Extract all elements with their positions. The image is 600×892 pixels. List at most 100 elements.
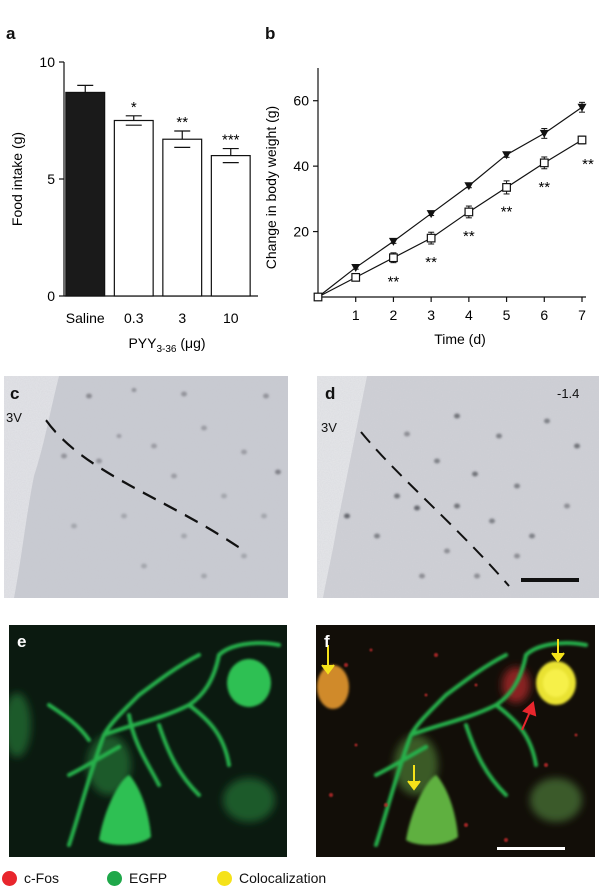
colocalization-arrows [321, 639, 565, 791]
x-tick-label: 7 [578, 307, 586, 323]
y-axis-title: Food intake (g) [9, 132, 25, 226]
bar [65, 91, 106, 297]
y-axis-title: Change in body weight (g) [263, 106, 279, 269]
data-point-square [389, 253, 398, 263]
cell-nucleus [454, 413, 460, 419]
colocalization-dot-icon [217, 871, 232, 886]
data-point-square [313, 292, 323, 302]
cell-nucleus [201, 573, 207, 579]
panel-label-c: c [10, 384, 19, 403]
cell-nucleus [544, 418, 550, 424]
significance-marker: *** [222, 132, 240, 149]
cell-nucleus [574, 443, 580, 449]
data-point-square [539, 158, 549, 168]
bar [162, 138, 203, 297]
panel-label-a: a [6, 24, 16, 43]
cell-nucleus [444, 548, 450, 554]
y-tick-label: 10 [39, 54, 55, 70]
cell-nucleus [344, 513, 350, 519]
x-tick-label: 4 [465, 307, 473, 323]
cell-nucleus [404, 431, 410, 437]
egfp-dot-icon [107, 871, 122, 886]
significance-marker: ** [463, 228, 475, 245]
cell-nucleus [474, 573, 480, 579]
y-tick-label: 40 [293, 158, 309, 174]
x-category-label: 10 [223, 310, 239, 326]
significance-marker: ** [582, 156, 594, 173]
cell-nucleus [261, 513, 267, 519]
data-point-triangle [464, 182, 474, 191]
cell-nucleus [86, 393, 92, 399]
micrograph-d-image: 3V -1.4 d [317, 376, 599, 598]
data-point-square [351, 272, 361, 282]
cell-nucleus [241, 449, 247, 455]
panel-label-e: e [17, 632, 26, 651]
cell-nucleus [489, 518, 495, 524]
cell-nucleus [121, 513, 127, 519]
cell-nucleus [514, 553, 520, 559]
cell-nucleus [71, 523, 77, 529]
cfos-dot-icon [2, 871, 17, 886]
significance-marker: ** [425, 254, 437, 271]
data-point-triangle [577, 103, 587, 112]
y-tick-label: 60 [293, 93, 309, 109]
micrograph-c: 3V c [4, 376, 288, 598]
significance-marker: * [131, 99, 137, 116]
panel-label-f: f [324, 632, 330, 651]
series-line [317, 139, 583, 298]
line-chart-body-weight: 20 40 60 1 2 3 4 5 6 7 ** ** ** ** ** ** Change in body … [263, 68, 594, 347]
third-ventricle-label-c: 3V [6, 410, 22, 425]
cell-nucleus [96, 458, 102, 464]
x-tick-label: 2 [390, 307, 398, 323]
cell-nucleus [151, 443, 157, 449]
color-legend: c-Fos EGFP Colocalization [0, 868, 600, 892]
y-tick-label: 0 [47, 288, 55, 304]
x-category-label: 0.3 [124, 310, 144, 326]
scale-bar-f [497, 847, 565, 850]
panel-label-d: d [325, 384, 335, 403]
y-tick-label: 20 [293, 224, 309, 240]
cell-nucleus [181, 533, 187, 539]
x-axis-title: Time (d) [434, 331, 486, 347]
x-tick-label: 5 [503, 307, 511, 323]
cell-nucleus [419, 573, 425, 579]
bar [113, 119, 154, 297]
cell-nucleus [263, 393, 269, 399]
x-tick-label: 1 [352, 307, 360, 323]
cfos-only-arrow [521, 701, 537, 731]
micrograph-d: 3V -1.4 d [317, 376, 599, 598]
cell-nucleus [201, 425, 207, 431]
bregma-coordinate: -1.4 [557, 386, 579, 401]
cell-nucleus [514, 483, 520, 489]
x-tick-label: 3 [427, 307, 435, 323]
data-point-triangle [388, 237, 398, 246]
cell-nucleus [275, 469, 281, 475]
data-point-triangle [539, 129, 549, 138]
legend-label-cfos: c-Fos [24, 870, 59, 886]
data-point-triangle [426, 210, 436, 219]
x-axis-title: PYY3-36 (μg) [128, 335, 205, 355]
legend-label-colocalization: Colocalization [239, 870, 327, 886]
fluorescence-e: e [9, 625, 287, 857]
x-tick-label: 6 [540, 307, 548, 323]
data-point-square [426, 233, 436, 243]
data-point-triangle [502, 151, 512, 160]
bar [210, 154, 251, 297]
significance-marker: ** [388, 274, 400, 291]
scale-bar-d [521, 578, 579, 582]
cell-nucleus [241, 553, 247, 559]
data-point-triangle [351, 264, 361, 273]
cell-nucleus [394, 493, 400, 499]
data-point-square [577, 135, 587, 145]
cell-nucleus [61, 453, 67, 459]
significance-marker: ** [176, 114, 188, 131]
cell-nucleus [116, 433, 122, 439]
cell-nucleus [221, 493, 227, 499]
significance-marker: ** [538, 179, 550, 196]
cell-nucleus [131, 387, 137, 393]
significance-marker: ** [501, 203, 513, 220]
cell-nucleus [529, 533, 535, 539]
cell-nucleus [414, 505, 420, 511]
cell-nucleus [374, 533, 380, 539]
data-point-square [502, 183, 511, 192]
